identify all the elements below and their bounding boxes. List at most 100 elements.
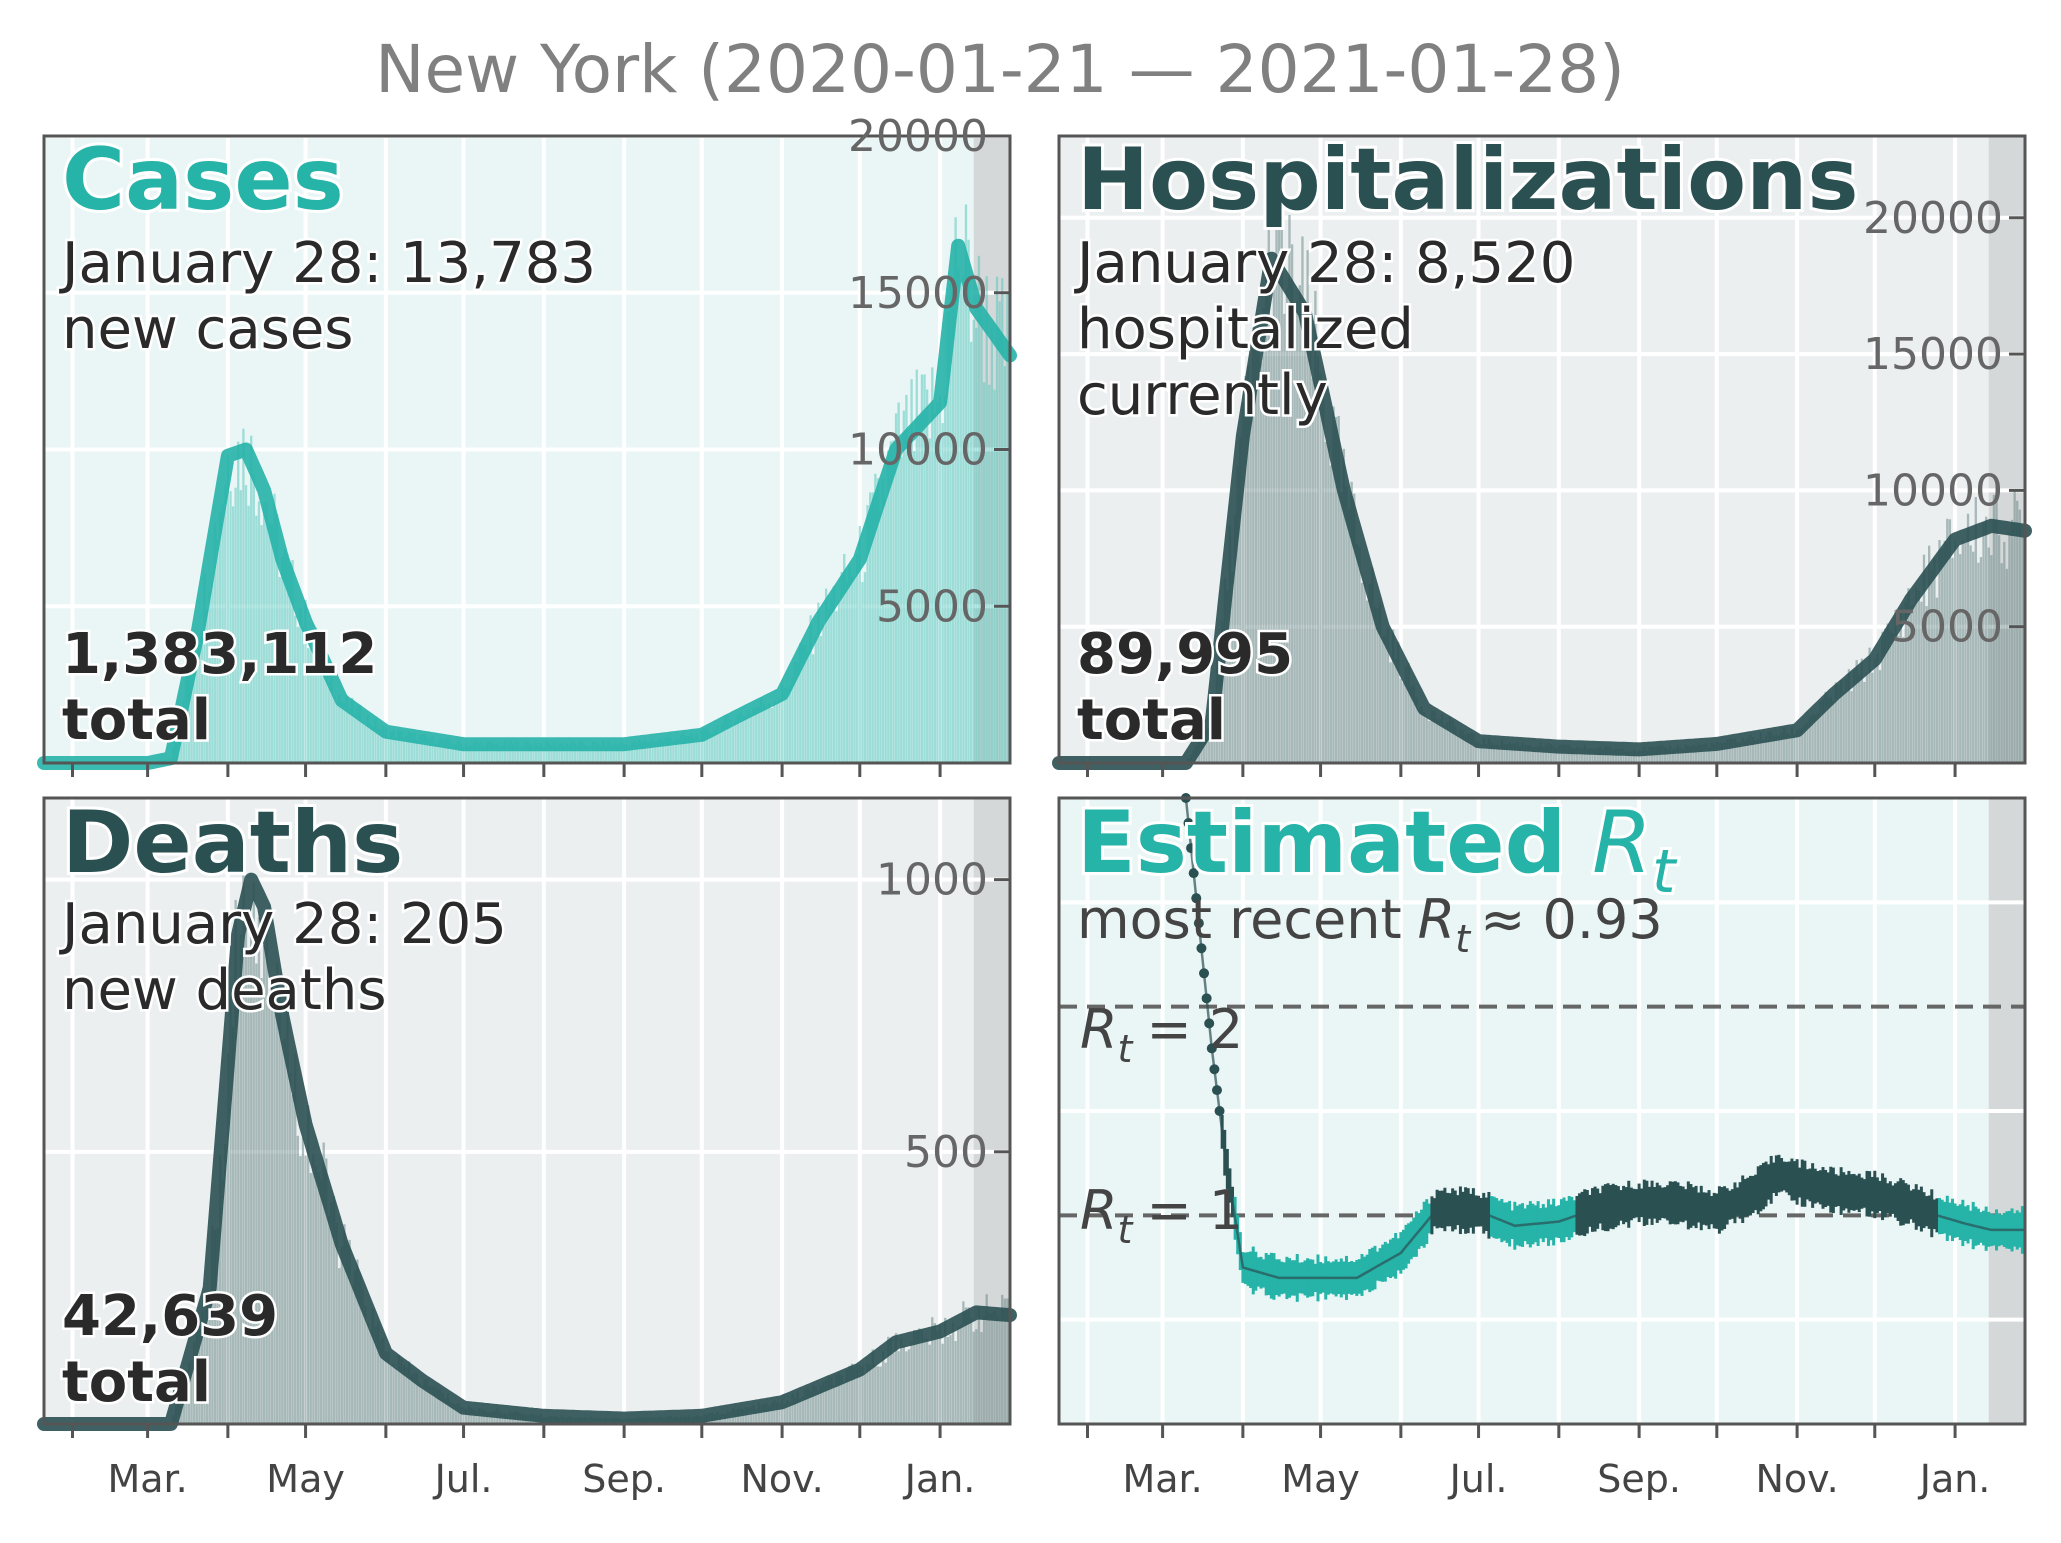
cases-bar (892, 440, 895, 763)
deaths-bar (835, 1374, 838, 1424)
cases-bar (436, 743, 439, 763)
cases-bar (643, 739, 647, 763)
cases-bar (868, 492, 872, 763)
hosp-bar (1915, 587, 1918, 763)
hosp-bar (1907, 588, 1910, 763)
cases-bar (480, 743, 483, 763)
rt-ref2-sub: t (1118, 1027, 1135, 1071)
deaths-bar (459, 1407, 463, 1424)
rt-xtick-label: Sep. (1597, 1457, 1681, 1501)
deaths-bar (407, 1361, 411, 1424)
hosp-bar (1899, 608, 1902, 763)
cases-bar (392, 729, 395, 763)
hosp-bar (1360, 582, 1364, 763)
rt-label-word: Estimated (1077, 793, 1566, 893)
cases-bar (319, 652, 323, 763)
cases-bar (918, 417, 921, 763)
hosp-bar (1257, 313, 1260, 763)
cases-bar (853, 576, 856, 763)
cases-bar (682, 732, 685, 763)
hosp-bar (1790, 726, 1794, 763)
hosp-bar (1855, 660, 1858, 763)
cases-bar (224, 484, 227, 763)
hosp-bar (1757, 739, 1760, 763)
hosp-bar (1904, 602, 1908, 763)
hosp-bar (1430, 710, 1434, 763)
deaths-bar (239, 934, 242, 1424)
deaths-bar (247, 956, 250, 1424)
deaths-bar (788, 1402, 792, 1424)
deaths-bar (804, 1389, 807, 1424)
cases-bar (931, 367, 934, 763)
hosp-bar (1928, 545, 1931, 763)
cases-bar (477, 744, 481, 763)
deaths-bar (806, 1387, 810, 1424)
deaths-bar (762, 1403, 766, 1424)
hosp-text: Hospitalizations January 28: 8,520 hospi… (1072, 127, 1862, 756)
deaths-bar (944, 1317, 947, 1424)
cases-bar (887, 450, 890, 763)
deaths-bar (345, 1240, 349, 1424)
cases-bar (265, 501, 268, 763)
hosp-bar (1637, 750, 1641, 763)
hosp-bar (1917, 590, 1920, 763)
deaths-bar (876, 1366, 880, 1424)
cases-bar (651, 739, 654, 763)
cases-bar (607, 741, 610, 763)
deaths-bar (887, 1336, 890, 1424)
deaths-bar (351, 1285, 354, 1424)
deaths-bar (281, 1040, 284, 1424)
deaths-bar (304, 1155, 307, 1424)
deaths-xtick-label: Sep. (582, 1457, 666, 1501)
deaths-bar (881, 1351, 885, 1424)
cases-bar (879, 510, 882, 763)
hosp-bar (1516, 742, 1519, 763)
deaths-bar (190, 1360, 193, 1424)
hosp-bar (1881, 631, 1884, 763)
hosp-bar (1531, 747, 1535, 763)
cases-bar (281, 557, 284, 763)
cases-bar (563, 746, 566, 763)
hosp-bar (1347, 509, 1351, 763)
hosp-bar (1397, 641, 1400, 763)
deaths-bar (801, 1396, 804, 1424)
hosp-ytick-label: 15000 (1863, 329, 2003, 380)
deaths-bar (475, 1411, 478, 1424)
deaths-bar (775, 1402, 779, 1424)
rt-label: Estimated Rt (1077, 793, 1678, 907)
cases-bar (941, 423, 944, 763)
deaths-bar (237, 1008, 240, 1424)
hosp-bar (1334, 416, 1338, 763)
hosp-bar (1270, 343, 1273, 763)
hosp-bar (1332, 406, 1335, 763)
cases-bar (969, 341, 973, 763)
hosp-bar (1663, 747, 1667, 763)
hosp-bar (1441, 714, 1444, 763)
deaths-bar (853, 1366, 856, 1424)
cases-bar (993, 389, 996, 763)
deaths-bar (446, 1393, 450, 1424)
hosp-bar (1966, 513, 1970, 763)
hosp-bar (1948, 519, 1952, 763)
deaths-bar (410, 1374, 413, 1424)
rt-label-sym: R (1592, 793, 1652, 893)
deaths-bar (907, 1349, 911, 1424)
cases-bar (915, 369, 918, 763)
hosp-bar (1329, 465, 1333, 763)
cases-bar (742, 715, 745, 763)
deaths-bar (848, 1365, 851, 1424)
deaths-bar (244, 911, 248, 1424)
hosp-bar (1555, 747, 1558, 763)
deaths-bar (255, 963, 258, 1424)
deaths-bar (941, 1343, 944, 1424)
hosp-bar (1852, 669, 1856, 763)
hosp-bar (1816, 712, 1819, 763)
hosp-bar (1697, 743, 1700, 763)
cases-bar (749, 713, 753, 763)
deaths-bar (951, 1322, 955, 1424)
cases-bar (928, 438, 931, 763)
deaths-total-word: total (62, 1350, 211, 1415)
hosp-bar (1275, 195, 1278, 763)
rt-ref1-label: Rt = 1 (1080, 1179, 1243, 1252)
deaths-bar (863, 1373, 867, 1424)
